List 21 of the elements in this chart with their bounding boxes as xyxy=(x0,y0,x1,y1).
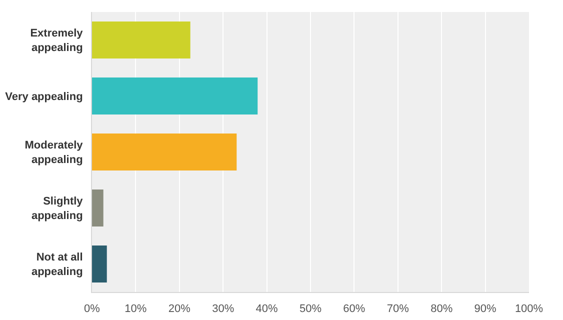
bar xyxy=(92,190,104,226)
x-tick-label: 40% xyxy=(256,303,278,316)
bar xyxy=(92,134,237,170)
x-tick-label: 90% xyxy=(474,303,497,316)
x-tick-label: 10% xyxy=(124,303,147,316)
bar xyxy=(92,22,190,58)
y-tick-label: Moderately appealing xyxy=(24,140,84,166)
x-tick-label: 60% xyxy=(343,303,366,316)
bar xyxy=(92,78,258,114)
y-tick-label: Extremely appealing xyxy=(30,28,84,54)
x-tick-label: 70% xyxy=(386,303,410,316)
x-tick-label: 20% xyxy=(168,303,191,316)
y-tick-label: Slightly appealing xyxy=(31,196,84,222)
x-tick-label: 30% xyxy=(212,303,234,316)
y-tick-label: Not at all appealing xyxy=(31,252,83,278)
x-tick-label: 0% xyxy=(84,303,100,316)
x-tick-label: 50% xyxy=(299,303,322,316)
bar xyxy=(92,246,107,282)
y-tick-label: Very appealing xyxy=(5,90,83,103)
x-tick-label: 80% xyxy=(430,303,453,316)
x-tick-label: 100% xyxy=(514,303,544,316)
